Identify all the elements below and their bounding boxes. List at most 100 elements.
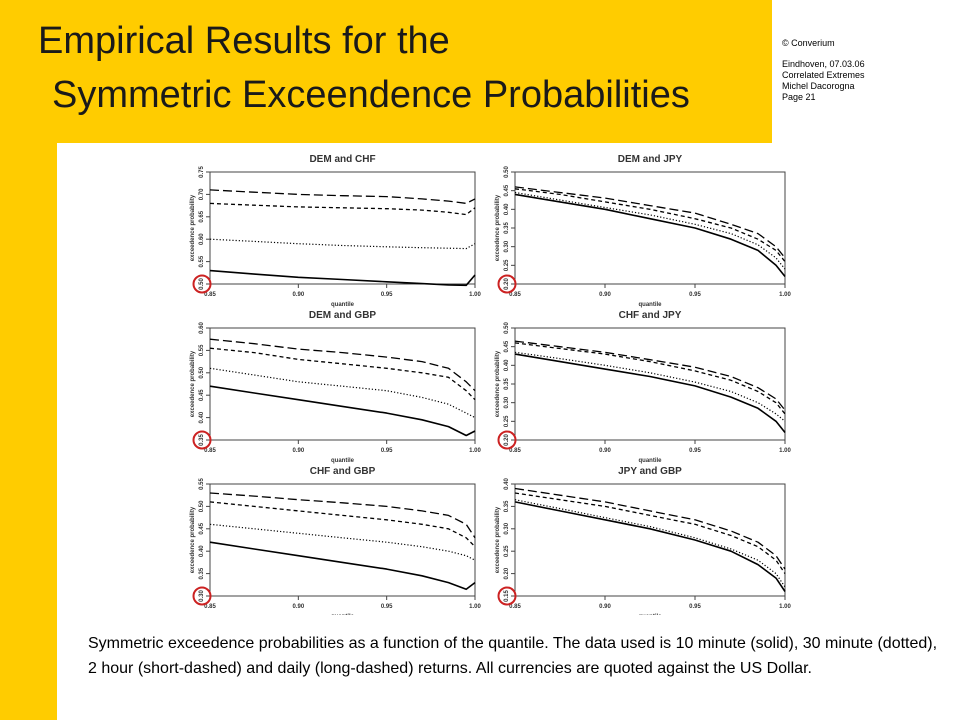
chart-title: DEM and GBP — [309, 310, 377, 321]
series-line-short-dashed — [209, 347, 476, 401]
series-line-short-dashed — [209, 202, 476, 216]
x-tick-label: 0.90 — [292, 292, 304, 298]
x-axis-label: quantile — [638, 458, 662, 464]
y-axis-label: exceedence probability — [495, 506, 501, 573]
x-tick-label: 1.00 — [469, 292, 481, 298]
plot-frame — [209, 171, 476, 285]
x-axis-label: quantile — [331, 614, 355, 615]
x-tick-label: 0.95 — [689, 292, 701, 298]
series-line-solid — [209, 541, 476, 591]
series-line-solid — [514, 353, 786, 434]
y-tick-label: 0.40 — [199, 411, 205, 423]
y-tick-label: 0.45 — [199, 522, 205, 534]
highlight-circle-icon — [497, 430, 517, 450]
title-banner — [0, 0, 772, 143]
y-tick-label: 0.60 — [199, 233, 205, 245]
y-tick-label: 0.25 — [504, 259, 510, 271]
series-line-long-dashed — [514, 340, 786, 411]
chart-panel: CHF and GBP 0.85 0.90 0.95 1.00 quantile 0.30 0… — [190, 466, 481, 615]
x-axis-label: quantile — [331, 302, 355, 308]
y-tick-label: 0.55 — [199, 478, 205, 490]
slide-meta: © Converium Eindhoven, 07.03.06 Correlat… — [782, 38, 865, 103]
y-tick-label: 0.20 — [504, 278, 510, 290]
chart-title: DEM and CHF — [309, 154, 375, 165]
x-tick-label: 0.85 — [509, 604, 521, 610]
chart-title: CHF and JPY — [619, 310, 682, 321]
series-line-long-dashed — [209, 338, 476, 392]
y-tick-label: 0.40 — [504, 359, 510, 371]
copyright-text: © Converium — [782, 38, 835, 48]
series-line-solid — [209, 269, 476, 287]
y-tick-label: 0.45 — [504, 340, 510, 352]
y-tick-label: 0.35 — [504, 378, 510, 390]
y-axis-label: exceedence probability — [495, 350, 501, 417]
series-line-long-dashed — [209, 492, 476, 539]
y-tick-label: 0.40 — [504, 203, 510, 215]
y-tick-label: 0.45 — [199, 389, 205, 401]
page-title-line-2: Symmetric Exceendence Probabilities — [52, 74, 690, 116]
x-tick-label: 0.90 — [599, 604, 611, 610]
x-tick-label: 0.95 — [381, 604, 393, 610]
y-tick-label: 0.35 — [199, 567, 205, 579]
series-line-solid — [209, 385, 476, 437]
highlight-circle-icon — [192, 586, 212, 606]
y-tick-label: 0.55 — [199, 344, 205, 356]
y-tick-label: 0.20 — [504, 434, 510, 446]
plot-frame — [514, 171, 786, 285]
series-line-dotted — [514, 499, 786, 588]
y-tick-label: 0.30 — [504, 240, 510, 252]
plot-frame — [209, 483, 476, 597]
series-line-short-dashed — [514, 342, 786, 415]
y-tick-label: 0.20 — [504, 567, 510, 579]
x-tick-label: 1.00 — [469, 604, 481, 610]
x-axis-label: quantile — [638, 614, 662, 615]
y-tick-label: 0.35 — [504, 222, 510, 234]
series-line-short-dashed — [209, 501, 476, 548]
y-tick-label: 0.25 — [504, 415, 510, 427]
y-tick-label: 0.50 — [199, 366, 205, 378]
x-tick-label: 1.00 — [779, 448, 791, 454]
x-tick-label: 0.95 — [689, 448, 701, 454]
y-axis-label: exceedence probability — [190, 194, 196, 261]
x-tick-label: 0.85 — [204, 448, 216, 454]
series-line-solid — [514, 501, 786, 592]
x-tick-label: 1.00 — [469, 448, 481, 454]
chart-title: CHF and GBP — [310, 466, 376, 477]
series-line-dotted — [209, 238, 476, 250]
page-title-line-1: Empirical Results for the — [38, 20, 450, 62]
x-axis-label: quantile — [638, 302, 662, 308]
y-tick-label: 0.35 — [504, 500, 510, 512]
figure-caption: Symmetric exceedence probabilities as a … — [88, 635, 938, 677]
y-tick-label: 0.50 — [504, 166, 510, 178]
chart-panel: DEM and GBP 0.85 0.90 0.95 1.00 quantile 0.35 0… — [190, 310, 481, 464]
x-tick-label: 1.00 — [779, 292, 791, 298]
y-tick-label: 0.45 — [504, 184, 510, 196]
x-tick-label: 1.00 — [779, 604, 791, 610]
x-axis-label: quantile — [331, 458, 355, 464]
series-line-dotted — [514, 191, 786, 270]
chart-grid: DEM and CHF 0.85 0.90 0.95 1.00 quantile 0.50 0… — [190, 154, 791, 615]
y-tick-label: 0.55 — [199, 255, 205, 267]
chart-title: JPY and GBP — [618, 466, 682, 477]
y-tick-label: 0.70 — [199, 188, 205, 200]
place-date-text: Eindhoven, 07.03.06 — [782, 59, 865, 69]
y-tick-label: 0.50 — [199, 500, 205, 512]
y-tick-label: 0.25 — [504, 545, 510, 557]
y-tick-label: 0.65 — [199, 210, 205, 222]
y-tick-label: 0.50 — [504, 322, 510, 334]
series-line-long-dashed — [514, 487, 786, 570]
x-tick-label: 0.85 — [509, 448, 521, 454]
y-tick-label: 0.15 — [504, 590, 510, 602]
y-tick-label: 0.30 — [199, 590, 205, 602]
subject-text: Correlated Extremes — [782, 70, 865, 80]
x-tick-label: 0.90 — [599, 292, 611, 298]
chart-panel: CHF and JPY 0.85 0.90 0.95 1.00 quantile 0.20 0… — [495, 310, 791, 464]
x-tick-label: 0.85 — [204, 604, 216, 610]
x-tick-label: 0.90 — [599, 448, 611, 454]
series-line-dotted — [514, 351, 786, 422]
x-tick-label: 0.90 — [292, 448, 304, 454]
y-tick-label: 0.30 — [504, 522, 510, 534]
chart-title: DEM and JPY — [618, 154, 683, 165]
plot-frame — [514, 327, 786, 441]
chart-panel: JPY and GBP 0.85 0.90 0.95 1.00 quantile 0.15 0… — [495, 466, 791, 615]
